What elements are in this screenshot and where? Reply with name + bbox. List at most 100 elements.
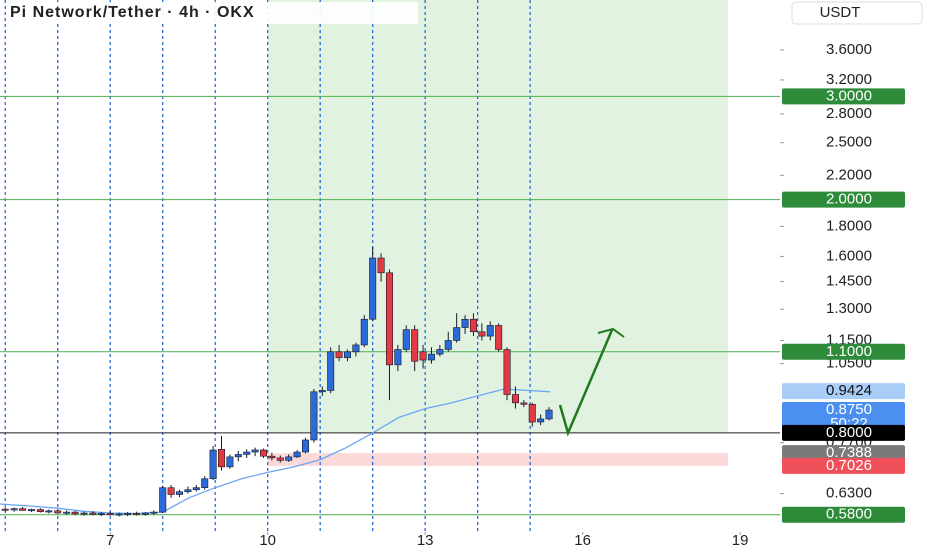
candle-body xyxy=(511,394,519,404)
candle-body xyxy=(461,318,469,328)
y-tick-label: 0.6300 xyxy=(826,485,872,502)
candle-body xyxy=(537,418,545,423)
candle-body xyxy=(54,510,62,514)
candle-body xyxy=(97,513,105,515)
currency-box[interactable] xyxy=(791,1,923,25)
price-label: 1.1000 xyxy=(826,343,872,360)
candle-body xyxy=(184,489,192,492)
candle-body xyxy=(436,349,444,355)
y-tick-label: 2.2000 xyxy=(826,166,872,183)
candle-body xyxy=(176,491,184,495)
price-label: 0.8750 xyxy=(826,401,872,418)
x-tick-label: 13 xyxy=(417,532,434,549)
candle-body xyxy=(385,272,393,366)
candle-body xyxy=(352,344,360,353)
candle-body xyxy=(209,449,217,480)
candle-body xyxy=(150,511,158,514)
currency: USDT xyxy=(820,4,861,21)
candle-body xyxy=(63,511,71,514)
candle-body xyxy=(45,510,53,513)
candle-body xyxy=(520,402,528,405)
price-label: 0.5800 xyxy=(826,506,872,523)
y-tick-label: 2.8000 xyxy=(826,105,872,122)
price-label: 0.9424 xyxy=(826,382,872,399)
candle-body xyxy=(71,511,79,515)
candle-body xyxy=(115,513,123,516)
price-axis: 3.6000 3.2000 2.8000 2.5000 2.2000 1.8000 1.60… xyxy=(780,41,905,523)
candle-body xyxy=(226,456,234,468)
candle-body xyxy=(377,257,385,274)
y-tick-label: 1.6000 xyxy=(826,247,872,264)
candle-body xyxy=(335,351,343,358)
y-tick-label: 1.4500 xyxy=(826,272,872,289)
x-tick-label: 16 xyxy=(574,532,591,549)
y-tick-label: 3.6000 xyxy=(826,41,872,58)
price-label: 0.7026 xyxy=(826,457,872,474)
price-label-box xyxy=(782,445,905,462)
candle-body xyxy=(27,509,35,512)
candle-body xyxy=(243,451,251,455)
candle-body xyxy=(444,340,452,350)
price-label-box xyxy=(782,424,905,441)
candle-body xyxy=(124,513,132,515)
x-tick-label: 7 xyxy=(106,532,114,549)
candle-body xyxy=(1,508,9,511)
x-tick-label: 19 xyxy=(732,532,749,549)
candle-body xyxy=(419,351,427,361)
candle-body xyxy=(495,325,503,350)
candle-body xyxy=(80,512,88,515)
zone xyxy=(267,0,729,433)
moving-average xyxy=(0,388,551,515)
candle-body xyxy=(360,318,368,346)
candle-body xyxy=(394,349,402,366)
price-label-box xyxy=(782,191,905,208)
candle-body xyxy=(132,513,140,515)
chart-title: Pi Network/Tether · 4h · OKX xyxy=(10,4,255,21)
candle-body xyxy=(327,351,335,391)
candle-body xyxy=(310,391,318,441)
candle-body xyxy=(141,512,149,515)
price-label-box xyxy=(782,506,905,523)
candle-body xyxy=(369,257,377,320)
price-label-box xyxy=(782,343,905,360)
candle-body xyxy=(234,454,242,458)
price-label: 3.0000 xyxy=(826,87,872,104)
candle-body xyxy=(285,456,293,461)
zone xyxy=(267,453,729,466)
candle-body xyxy=(528,404,536,423)
candle-body xyxy=(159,487,167,513)
candle-body xyxy=(106,513,114,516)
candle-body xyxy=(469,318,477,333)
y-tick-label: 1.3000 xyxy=(826,300,872,317)
title-backdrop xyxy=(6,2,418,24)
candle-body xyxy=(318,390,326,393)
candle-body xyxy=(36,509,44,512)
candle-body xyxy=(503,349,511,395)
candle-body xyxy=(201,478,209,489)
y-tick-label: 3.2000 xyxy=(826,71,872,88)
candle-body xyxy=(411,329,419,362)
price-label: 2.0000 xyxy=(826,191,872,208)
price-label-box xyxy=(782,457,905,474)
candle-body xyxy=(545,409,553,420)
x-tick-label: 10 xyxy=(259,532,276,549)
plot-area xyxy=(0,0,780,532)
candle-body xyxy=(251,449,259,453)
candle-body xyxy=(167,487,175,495)
candle-body xyxy=(301,439,309,453)
price-label-box xyxy=(782,88,905,105)
candle-body xyxy=(293,451,301,458)
projection-arrow xyxy=(558,329,614,437)
price-label: 0.8000 xyxy=(826,424,872,441)
candle-body xyxy=(453,327,461,341)
candle-body xyxy=(402,329,410,350)
candle-body xyxy=(218,449,226,468)
candle-body xyxy=(259,449,267,457)
candle-body xyxy=(486,325,494,337)
candle-body xyxy=(192,487,200,490)
candle-body xyxy=(19,508,27,511)
candle-body xyxy=(10,508,18,511)
price-label: 0.7388 xyxy=(826,444,872,461)
